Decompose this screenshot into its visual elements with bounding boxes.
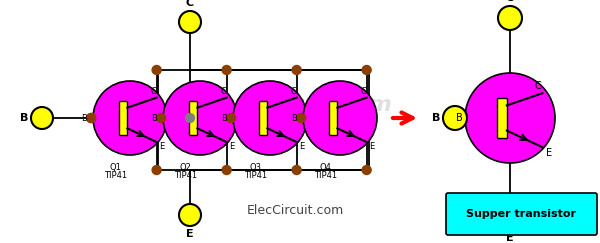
Text: B: B bbox=[221, 113, 227, 122]
Circle shape bbox=[222, 165, 231, 174]
Bar bbox=[119, 101, 127, 135]
Text: E: E bbox=[370, 142, 375, 151]
Circle shape bbox=[443, 106, 467, 130]
Text: ElecCircuit.com: ElecCircuit.com bbox=[247, 203, 344, 217]
Text: C: C bbox=[290, 87, 296, 96]
Text: C: C bbox=[535, 81, 542, 91]
Ellipse shape bbox=[303, 81, 377, 155]
Bar bbox=[329, 101, 337, 135]
Text: ElecCircuit.com: ElecCircuit.com bbox=[198, 95, 392, 115]
Circle shape bbox=[296, 113, 305, 122]
Text: Q3: Q3 bbox=[249, 163, 261, 172]
Text: C: C bbox=[361, 87, 366, 96]
Circle shape bbox=[157, 113, 166, 122]
Text: E: E bbox=[160, 142, 165, 151]
Circle shape bbox=[185, 113, 194, 122]
Ellipse shape bbox=[233, 81, 307, 155]
Text: B: B bbox=[456, 113, 463, 123]
Text: ✕: ✕ bbox=[184, 94, 206, 122]
Circle shape bbox=[86, 113, 95, 122]
FancyBboxPatch shape bbox=[446, 193, 597, 235]
Ellipse shape bbox=[93, 81, 167, 155]
Text: C: C bbox=[506, 0, 514, 3]
Text: E: E bbox=[299, 142, 305, 151]
Circle shape bbox=[179, 204, 201, 226]
Circle shape bbox=[31, 107, 53, 129]
Text: B: B bbox=[20, 113, 28, 123]
Text: Q4: Q4 bbox=[319, 163, 331, 172]
Text: Q2: Q2 bbox=[179, 163, 191, 172]
Text: B: B bbox=[152, 113, 157, 122]
Circle shape bbox=[152, 165, 161, 174]
Text: E: E bbox=[230, 142, 235, 151]
Circle shape bbox=[222, 66, 231, 75]
Circle shape bbox=[227, 113, 236, 122]
Circle shape bbox=[292, 66, 301, 75]
Text: B: B bbox=[431, 113, 440, 123]
Text: C: C bbox=[220, 87, 226, 96]
Text: Supper transistor: Supper transistor bbox=[467, 209, 577, 219]
Bar bbox=[189, 101, 197, 135]
Text: E: E bbox=[186, 229, 194, 239]
Circle shape bbox=[86, 113, 95, 122]
Ellipse shape bbox=[163, 81, 237, 155]
Text: TIP41: TIP41 bbox=[173, 171, 197, 180]
Circle shape bbox=[362, 66, 371, 75]
Bar bbox=[259, 101, 268, 135]
Text: B: B bbox=[82, 113, 88, 122]
Text: C: C bbox=[186, 0, 194, 8]
Text: TIP41: TIP41 bbox=[244, 171, 267, 180]
Circle shape bbox=[498, 6, 522, 30]
Text: E: E bbox=[546, 148, 552, 158]
Circle shape bbox=[362, 165, 371, 174]
Circle shape bbox=[292, 165, 301, 174]
Text: Q1: Q1 bbox=[109, 163, 121, 172]
Text: B: B bbox=[292, 113, 298, 122]
Text: TIP41: TIP41 bbox=[314, 171, 337, 180]
Circle shape bbox=[152, 66, 161, 75]
Ellipse shape bbox=[465, 73, 555, 163]
Circle shape bbox=[179, 11, 201, 33]
Circle shape bbox=[498, 206, 522, 230]
Bar bbox=[497, 98, 507, 138]
Text: C: C bbox=[151, 87, 156, 96]
Text: TIP41: TIP41 bbox=[104, 171, 127, 180]
Text: E: E bbox=[506, 233, 514, 243]
